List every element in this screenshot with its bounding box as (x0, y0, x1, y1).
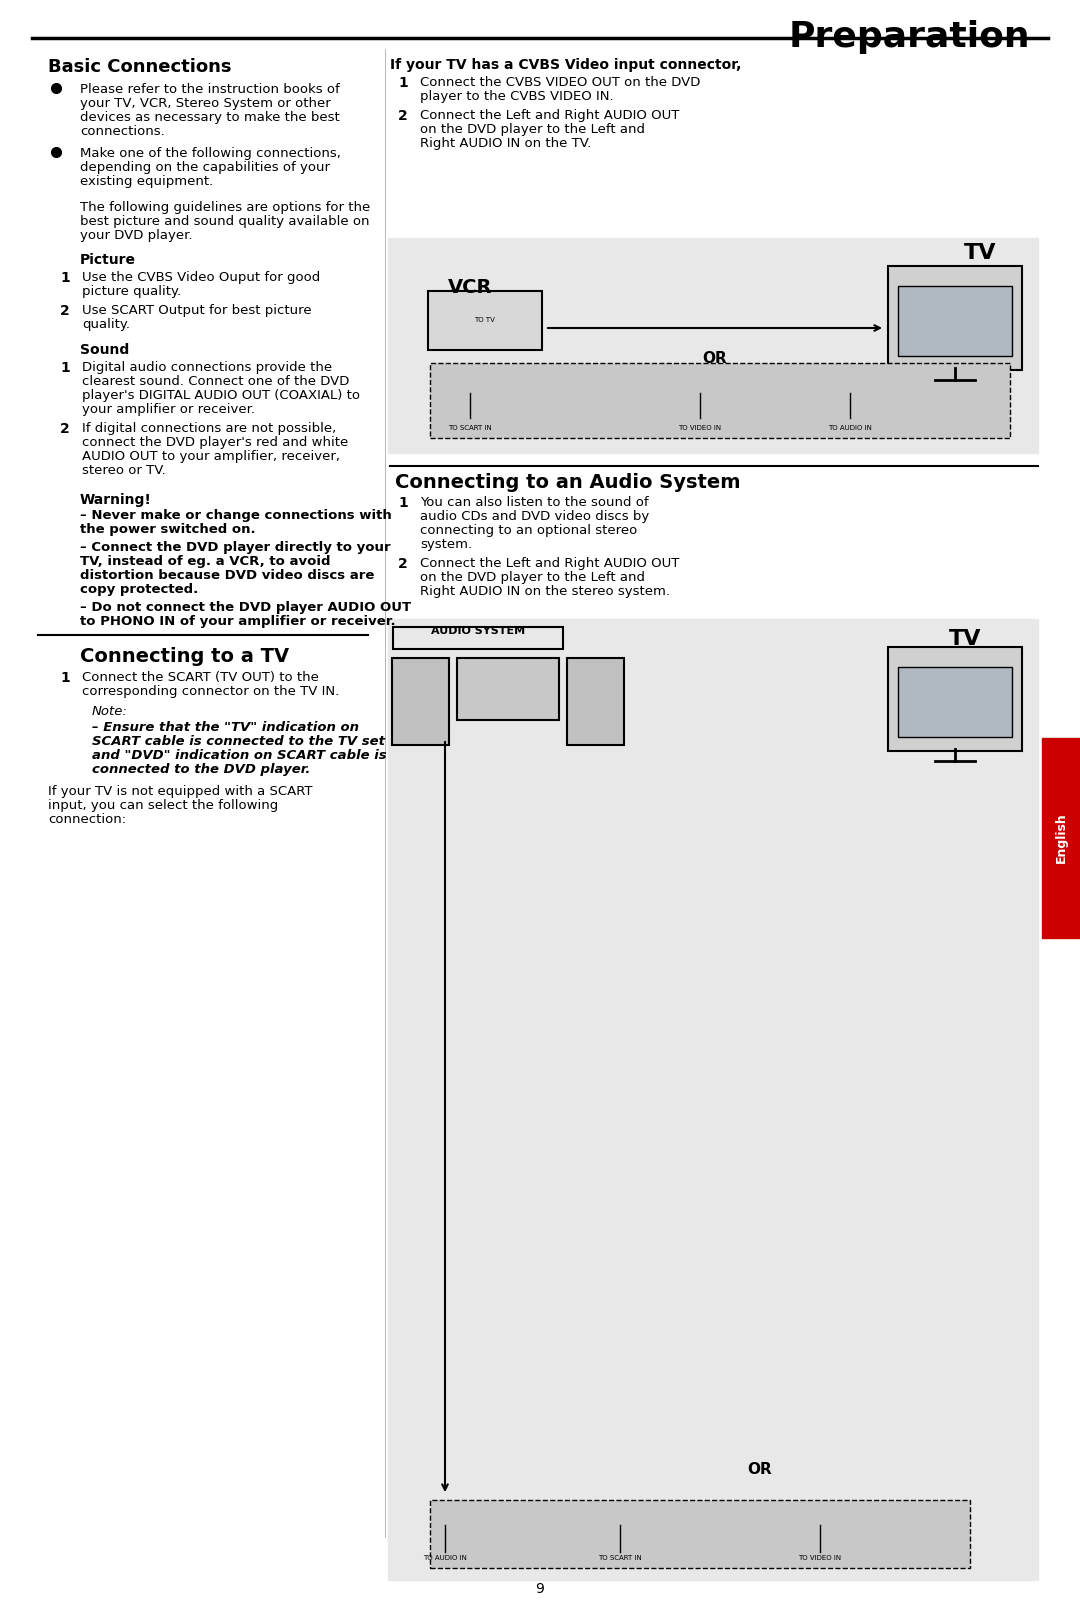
Text: existing equipment.: existing equipment. (80, 175, 213, 188)
Text: and "DVD" indication on SCART cable is: and "DVD" indication on SCART cable is (92, 749, 387, 762)
Text: devices as necessary to make the best: devices as necessary to make the best (80, 112, 340, 125)
Text: AUDIO OUT to your amplifier, receiver,: AUDIO OUT to your amplifier, receiver, (82, 450, 340, 463)
Text: system.: system. (420, 539, 472, 552)
Text: – Never make or change connections with: – Never make or change connections with (80, 510, 392, 523)
Text: audio CDs and DVD video discs by: audio CDs and DVD video discs by (420, 510, 649, 523)
Text: TV, instead of eg. a VCR, to avoid: TV, instead of eg. a VCR, to avoid (80, 555, 330, 568)
Text: Please refer to the instruction books of: Please refer to the instruction books of (80, 83, 340, 95)
Bar (897, 667, 1012, 738)
Text: Connecting to a TV: Connecting to a TV (80, 647, 289, 667)
Text: TO AUDIO IN: TO AUDIO IN (423, 1555, 467, 1561)
Text: your DVD player.: your DVD player. (80, 230, 192, 243)
Text: quality.: quality. (82, 319, 130, 332)
Text: – Ensure that the "TV" indication on: – Ensure that the "TV" indication on (92, 722, 359, 735)
Text: distortion because DVD video discs are: distortion because DVD video discs are (80, 570, 375, 582)
Text: 1: 1 (60, 671, 70, 684)
FancyBboxPatch shape (888, 647, 1022, 751)
Text: Digital audio connections provide the: Digital audio connections provide the (82, 361, 333, 374)
Text: connecting to an optional stereo: connecting to an optional stereo (420, 524, 637, 537)
Text: depending on the capabilities of your: depending on the capabilities of your (80, 162, 330, 175)
Text: TO SCART IN: TO SCART IN (598, 1555, 642, 1561)
Text: TV: TV (948, 629, 982, 649)
Text: TO VIDEO IN: TO VIDEO IN (798, 1555, 841, 1561)
Text: player's DIGITAL AUDIO OUT (COAXIAL) to: player's DIGITAL AUDIO OUT (COAXIAL) to (82, 388, 360, 401)
Text: TV: TV (963, 243, 996, 264)
Text: stereo or TV.: stereo or TV. (82, 464, 165, 477)
Text: to PHONO IN of your amplifier or receiver.: to PHONO IN of your amplifier or receive… (80, 615, 395, 628)
Text: TO VIDEO IN: TO VIDEO IN (678, 426, 721, 430)
FancyBboxPatch shape (428, 291, 542, 349)
Bar (388, 620, 1038, 1581)
Text: Warning!: Warning! (80, 493, 152, 506)
Text: 1: 1 (399, 497, 408, 510)
Text: 2: 2 (60, 304, 70, 319)
Text: OR: OR (703, 351, 727, 366)
Text: Connect the Left and Right AUDIO OUT: Connect the Left and Right AUDIO OUT (420, 108, 679, 121)
Text: connection:: connection: (48, 812, 126, 827)
Text: Make one of the following connections,: Make one of the following connections, (80, 147, 341, 160)
Text: 9: 9 (536, 1582, 544, 1595)
Bar (388, 238, 1038, 453)
Text: 1: 1 (60, 270, 70, 285)
Text: If digital connections are not possible,: If digital connections are not possible, (82, 422, 336, 435)
Text: If your TV is not equipped with a SCART: If your TV is not equipped with a SCART (48, 785, 312, 798)
FancyBboxPatch shape (888, 265, 1022, 371)
Bar (897, 286, 1012, 356)
Bar (1042, 738, 1080, 938)
Bar (393, 628, 563, 649)
FancyBboxPatch shape (457, 659, 559, 720)
Text: the power switched on.: the power switched on. (80, 523, 256, 536)
Text: Preparation: Preparation (788, 19, 1030, 53)
Text: picture quality.: picture quality. (82, 285, 181, 298)
Text: TO SCART IN: TO SCART IN (448, 426, 491, 430)
FancyBboxPatch shape (567, 659, 624, 744)
Text: TO AUDIO IN: TO AUDIO IN (828, 426, 872, 430)
Text: your amplifier or receiver.: your amplifier or receiver. (82, 403, 255, 416)
Text: on the DVD player to the Left and: on the DVD player to the Left and (420, 571, 645, 584)
Text: Right AUDIO IN on the TV.: Right AUDIO IN on the TV. (420, 138, 591, 150)
Text: 1: 1 (399, 76, 408, 91)
Text: Use the CVBS Video Ouput for good: Use the CVBS Video Ouput for good (82, 270, 321, 285)
Text: Sound: Sound (80, 343, 130, 358)
Text: Connect the CVBS VIDEO OUT on the DVD: Connect the CVBS VIDEO OUT on the DVD (420, 76, 700, 89)
Text: best picture and sound quality available on: best picture and sound quality available… (80, 215, 369, 228)
Text: connected to the DVD player.: connected to the DVD player. (92, 764, 310, 777)
Text: Connecting to an Audio System: Connecting to an Audio System (395, 472, 741, 492)
Text: your TV, VCR, Stereo System or other: your TV, VCR, Stereo System or other (80, 97, 330, 110)
Text: If your TV has a CVBS Video input connector,: If your TV has a CVBS Video input connec… (390, 58, 741, 71)
Text: corresponding connector on the TV IN.: corresponding connector on the TV IN. (82, 684, 339, 697)
Text: 1: 1 (60, 361, 70, 375)
Text: Right AUDIO IN on the stereo system.: Right AUDIO IN on the stereo system. (420, 586, 670, 599)
Text: English: English (1054, 812, 1067, 864)
Text: TO TV: TO TV (474, 317, 496, 324)
Text: connect the DVD player's red and white: connect the DVD player's red and white (82, 435, 348, 450)
Text: – Connect the DVD player directly to your: – Connect the DVD player directly to you… (80, 540, 391, 553)
Text: Picture: Picture (80, 252, 136, 267)
Text: You can also listen to the sound of: You can also listen to the sound of (420, 497, 649, 510)
Text: AUDIO SYSTEM: AUDIO SYSTEM (431, 626, 525, 636)
Text: Use SCART Output for best picture: Use SCART Output for best picture (82, 304, 312, 317)
Bar (430, 362, 1010, 438)
Text: 2: 2 (399, 108, 408, 123)
Text: SCART cable is connected to the TV set: SCART cable is connected to the TV set (92, 735, 384, 748)
Text: OR: OR (747, 1463, 772, 1477)
Text: clearest sound. Connect one of the DVD: clearest sound. Connect one of the DVD (82, 375, 349, 388)
Text: copy protected.: copy protected. (80, 582, 199, 595)
Text: connections.: connections. (80, 125, 165, 138)
Bar (430, 1500, 970, 1568)
Text: input, you can select the following: input, you can select the following (48, 799, 279, 812)
Text: Connect the SCART (TV OUT) to the: Connect the SCART (TV OUT) to the (82, 671, 319, 684)
Text: player to the CVBS VIDEO IN.: player to the CVBS VIDEO IN. (420, 91, 613, 104)
Text: The following guidelines are options for the: The following guidelines are options for… (80, 201, 370, 214)
Text: Basic Connections: Basic Connections (48, 58, 231, 76)
Text: 2: 2 (60, 422, 70, 435)
Text: Note:: Note: (92, 705, 127, 718)
Text: on the DVD player to the Left and: on the DVD player to the Left and (420, 123, 645, 136)
Text: – Do not connect the DVD player AUDIO OUT: – Do not connect the DVD player AUDIO OU… (80, 600, 411, 613)
FancyBboxPatch shape (392, 659, 449, 744)
Text: Connect the Left and Right AUDIO OUT: Connect the Left and Right AUDIO OUT (420, 557, 679, 570)
Text: VCR: VCR (448, 278, 492, 298)
Text: 2: 2 (399, 557, 408, 571)
